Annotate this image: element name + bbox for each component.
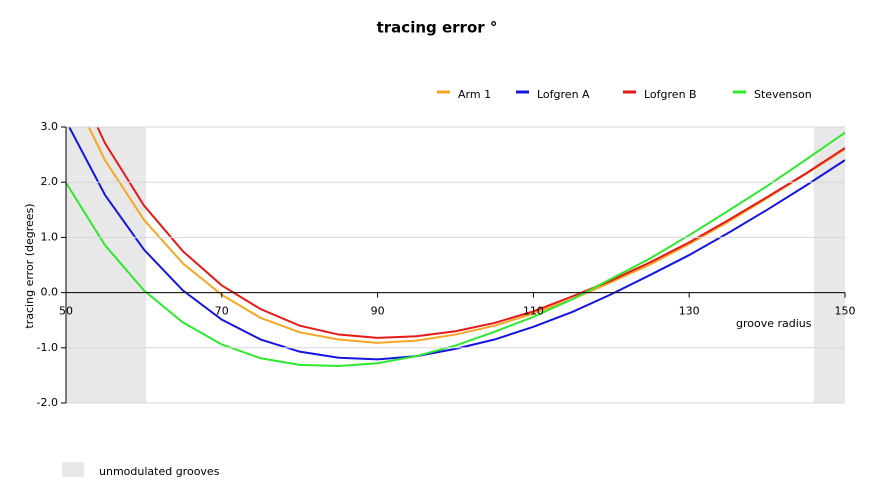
x-tick-label: 70 (215, 305, 229, 318)
y-axis-label: tracing error (degrees) (23, 203, 36, 328)
x-tick-label: 150 (835, 305, 856, 318)
y-tick-label: 2.0 (41, 175, 59, 188)
x-tick-label: 110 (523, 305, 544, 318)
plot-area (66, 127, 845, 403)
shaded-legend-label: unmodulated grooves (99, 465, 220, 478)
series-line (87, 127, 845, 344)
legend-label: Stevenson (754, 88, 812, 101)
shaded-region (813, 127, 845, 403)
legend-label: Lofgren A (537, 88, 590, 101)
series-line (96, 127, 845, 339)
chart-title: tracing error ° (377, 19, 498, 37)
x-tick-label: 130 (679, 305, 700, 318)
y-tick-label: -1.0 (37, 341, 58, 354)
shaded-legend-swatch (62, 462, 84, 477)
y-tick-label: -2.0 (37, 396, 58, 409)
series-line (66, 131, 845, 368)
y-tick-label: 0.0 (41, 286, 59, 299)
series-line (68, 127, 845, 361)
x-tick-label: 50 (59, 305, 73, 318)
y-tick-label: 1.0 (41, 230, 59, 243)
legend-label: Arm 1 (458, 88, 491, 101)
shaded-region (66, 127, 147, 403)
legend-label: Lofgren B (644, 88, 697, 101)
y-tick-label: 3.0 (41, 120, 59, 133)
x-tick-label: 90 (371, 305, 385, 318)
